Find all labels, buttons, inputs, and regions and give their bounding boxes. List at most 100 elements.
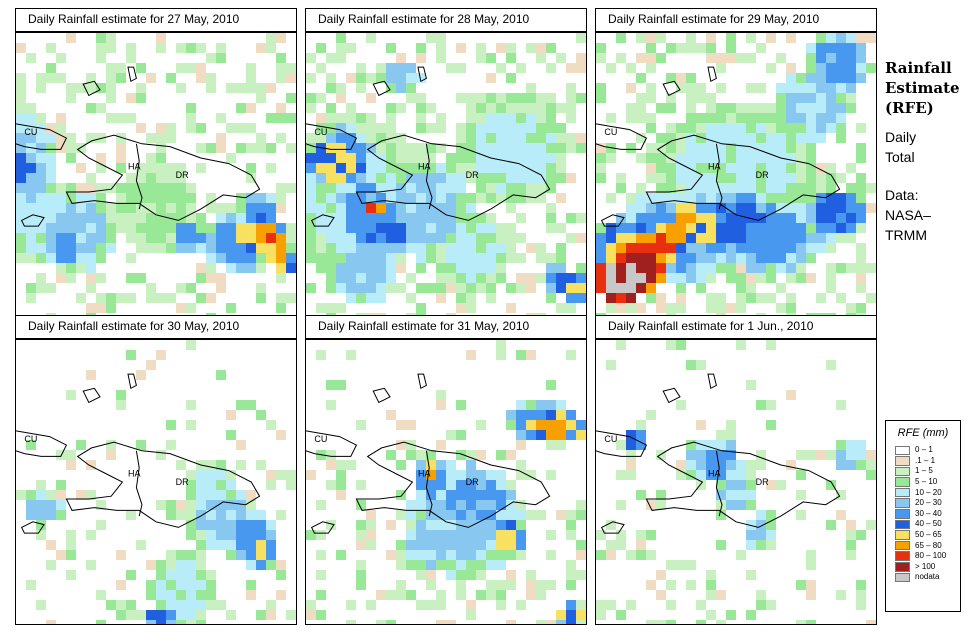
rainfall-cell (146, 560, 156, 570)
rainfall-cell (426, 173, 436, 183)
rainfall-cell (546, 43, 556, 53)
rainfall-cell (656, 223, 666, 233)
rainfall-cell (376, 173, 386, 183)
panel-title: Daily Rainfall estimate for 27 May, 2010 (15, 8, 297, 32)
rainfall-cell (206, 490, 216, 500)
rainfall-cell (596, 273, 606, 283)
rainfall-cell (216, 480, 226, 490)
rainfall-cell (576, 263, 586, 273)
rainfall-cell (406, 163, 416, 173)
rainfall-cell (606, 243, 616, 253)
legend-label: 5 – 10 (915, 477, 938, 487)
rainfall-cell (576, 293, 586, 303)
rainfall-cell (476, 500, 486, 510)
rainfall-cell (426, 253, 436, 263)
rainfall-cell (776, 163, 786, 173)
rainfall-cell (846, 303, 856, 313)
rainfall-cell (456, 293, 466, 303)
rainfall-cell (36, 530, 46, 540)
rainfall-cell (386, 103, 396, 113)
rainfall-cell (456, 163, 466, 173)
rainfall-cell (276, 233, 286, 243)
rainfall-cell (716, 123, 726, 133)
rainfall-cell (696, 450, 706, 460)
rainfall-cell (736, 550, 746, 560)
rainfall-cell (516, 193, 526, 203)
rainfall-cell (236, 193, 246, 203)
rainfall-cell (76, 253, 86, 263)
rainfall-cell (426, 520, 436, 530)
rainfall-cell (776, 233, 786, 243)
rainfall-cell (476, 420, 486, 430)
rainfall-cell (336, 93, 346, 103)
rainfall-cell (736, 213, 746, 223)
rainfall-cell (186, 490, 196, 500)
rainfall-cell (696, 93, 706, 103)
rainfall-cell (206, 500, 216, 510)
rainfall-cell (836, 223, 846, 233)
rainfall-cell (356, 203, 366, 213)
rainfall-cell (86, 213, 96, 223)
rainfall-cell (166, 183, 176, 193)
rainfall-cell (446, 173, 456, 183)
bahamas-outline (707, 373, 717, 390)
rainfall-cell (326, 213, 336, 223)
rainfall-cell (716, 53, 726, 63)
rainfall-cell (106, 43, 116, 53)
rainfall-cell (36, 253, 46, 263)
rainfall-cell (456, 550, 466, 560)
rainfall-cell (706, 233, 716, 243)
rainfall-cell (716, 83, 726, 93)
rainfall-cell (836, 193, 846, 203)
rainfall-cell (536, 510, 546, 520)
rainfall-cell (136, 540, 146, 550)
rainfall-cell (626, 233, 636, 243)
jamaica-outline (600, 214, 625, 227)
rainfall-cell (126, 273, 136, 283)
rainfall-cell (486, 293, 496, 303)
rainfall-cell (86, 233, 96, 243)
rainfall-cell (836, 63, 846, 73)
rainfall-cell (86, 83, 96, 93)
rainfall-cell (266, 470, 276, 480)
rainfall-cell (836, 173, 846, 183)
rainfall-cell (256, 510, 266, 520)
rainfall-cell (316, 93, 326, 103)
rainfall-cell (166, 510, 176, 520)
rainfall-cell (766, 123, 776, 133)
rainfall-cell (226, 540, 236, 550)
rainfall-cell (356, 530, 366, 540)
rainfall-cell (826, 83, 836, 93)
rainfall-cell (316, 123, 326, 133)
rainfall-cell (706, 460, 716, 470)
rainfall-cell (16, 83, 26, 93)
rainfall-cell (66, 253, 76, 263)
rainfall-cell (636, 550, 646, 560)
rainfall-cell (206, 570, 216, 580)
rainfall-cell (426, 233, 436, 243)
rainfall-cell (686, 360, 696, 370)
rainfall-cell (596, 173, 606, 183)
rainfall-cell (816, 33, 826, 43)
rainfall-cell (306, 73, 316, 83)
rainfall-cell (766, 153, 776, 163)
rainfall-cell (656, 303, 666, 313)
rainfall-cell (416, 480, 426, 490)
rainfall-cell (686, 213, 696, 223)
rainfall-cell (356, 263, 366, 273)
rainfall-cell (256, 560, 266, 570)
rainfall-cell (256, 610, 266, 620)
rainfall-cell (156, 213, 166, 223)
rainfall-cell (796, 490, 806, 500)
rainfall-cell (336, 113, 346, 123)
rainfall-cell (186, 243, 196, 253)
rainfall-cell (156, 183, 166, 193)
rainfall-cell (456, 193, 466, 203)
rainfall-cell (16, 163, 26, 173)
rainfall-cell (456, 133, 466, 143)
label-haiti: HA (128, 468, 141, 478)
rainfall-cell (606, 63, 616, 73)
rainfall-cell (726, 123, 736, 133)
legend-label: 65 – 80 (915, 540, 942, 550)
